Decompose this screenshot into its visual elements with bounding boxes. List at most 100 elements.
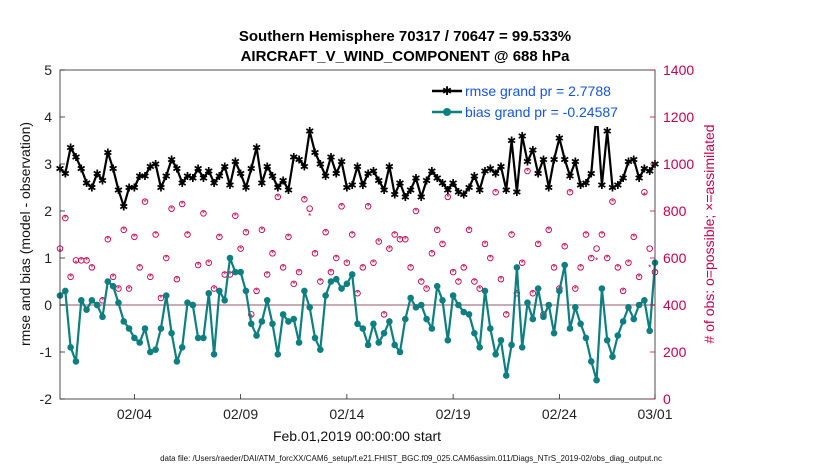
rmse-point: ✱	[422, 175, 431, 187]
obs-assimilated-point: *	[356, 289, 359, 298]
rmse-point: ✱	[167, 154, 176, 166]
obs-possible-point	[603, 254, 611, 262]
obs-possible-point	[306, 205, 313, 212]
obs-possible-point	[200, 210, 207, 217]
bias-point	[168, 329, 175, 337]
obs-assimilated-point: *	[420, 278, 423, 287]
obs-possible-point	[449, 268, 457, 276]
obs-assimilated-point: *	[452, 268, 455, 277]
obs-possible-point	[258, 226, 266, 234]
rmse-point: ✱	[61, 168, 70, 180]
obs-assimilated-point: *	[627, 259, 630, 268]
rmse-point: ✱	[247, 164, 256, 176]
obs-assimilated-point: *	[319, 278, 322, 287]
obs-assimilated-point: *	[298, 268, 301, 277]
rmse-point: ✱	[300, 161, 309, 173]
rmse-point: ✱	[124, 183, 133, 195]
obs-possible-point	[619, 287, 627, 295]
rmse-point: ✱	[332, 168, 341, 180]
obs-count-layer: * * * * * * * * * * * * * * * * * * * * * * * * * * * * * * * * * * * * * * * *…	[56, 167, 659, 322]
obs-assimilated-point: *	[335, 254, 338, 263]
obs-assimilated-point: *	[430, 250, 433, 259]
rmse-point: ✱	[549, 154, 558, 166]
bias-point	[609, 353, 616, 361]
obs-assimilated-point: *	[600, 231, 603, 240]
y-tick-label: 3	[44, 156, 52, 172]
bias-point	[62, 287, 69, 295]
obs-possible-point	[614, 264, 622, 271]
obs-possible-point	[115, 285, 122, 292]
obs-possible-point	[311, 250, 319, 257]
obs-assimilated-point: *	[478, 285, 481, 294]
obs-possible-point	[237, 245, 244, 252]
obs-possible-point	[295, 268, 303, 276]
bias-point	[301, 287, 308, 295]
y-tick-label: 5	[44, 62, 52, 78]
bias-point	[263, 297, 271, 304]
obs-assimilated-point: *	[106, 235, 109, 244]
rmse-point: ✱	[263, 161, 272, 173]
bias-point	[221, 297, 228, 304]
obs-possible-point	[577, 264, 584, 271]
bias-point	[237, 268, 244, 276]
bias-point	[189, 301, 197, 309]
rmse-point: ✱	[119, 201, 128, 213]
obs-assimilated-point: *	[393, 231, 396, 240]
bias-point	[115, 299, 122, 306]
obs-assimilated-point: *	[223, 271, 226, 280]
obs-possible-point	[588, 254, 595, 262]
obs-possible-point	[370, 259, 377, 266]
rmse-point: ✱	[576, 180, 585, 192]
obs-possible-point	[625, 259, 632, 266]
y-right-tick-label: 0	[663, 391, 671, 407]
obs-possible-point	[364, 203, 372, 210]
obs-possible-point	[386, 245, 393, 252]
obs-possible-point	[359, 264, 367, 271]
bias-point	[524, 299, 531, 306]
obs-assimilated-point: *	[324, 228, 327, 237]
obs-assimilated-point: *	[489, 254, 492, 263]
obs-possible-point	[317, 278, 324, 285]
rmse-point: ✱	[608, 183, 617, 195]
bias-point	[635, 301, 643, 309]
obs-possible-point	[242, 228, 250, 236]
y-axis-right-label: # of obs: o=possible; ×=assimilated	[701, 124, 717, 343]
rmse-point: ✱	[199, 173, 208, 185]
bias-point	[630, 315, 638, 323]
bias-point	[545, 301, 553, 309]
rmse-point: ✱	[194, 164, 203, 176]
obs-assimilated-point: *	[244, 228, 247, 237]
legend-label-rmse: rmse grand pr = 2.7788	[465, 83, 611, 99]
legend: ✱ rmse grand pr = 2.7788 bias grand pr =…	[428, 78, 646, 126]
bias-point	[513, 264, 521, 271]
rmse-point: ✱	[427, 166, 436, 178]
rmse-point: ✱	[82, 178, 91, 190]
obs-possible-point	[481, 240, 489, 248]
rmse-point: ✱	[337, 157, 346, 169]
rmse-point: ✱	[279, 175, 288, 187]
bias-point	[433, 282, 441, 290]
y-right-tick-label: 800	[663, 203, 687, 219]
bias-point	[226, 254, 234, 262]
legend-marker-rmse: ✱	[442, 84, 452, 98]
x-tick-label: 03/01	[637, 406, 672, 422]
obs-assimilated-point: *	[143, 198, 146, 207]
bias-point	[455, 301, 462, 309]
obs-possible-point	[290, 280, 298, 288]
rmse-point: ✱	[364, 168, 373, 180]
obs-possible-point	[518, 259, 526, 266]
bias-point	[625, 304, 632, 311]
legend-box	[428, 78, 646, 126]
obs-possible-point	[641, 188, 648, 196]
obs-assimilated-point: *	[425, 285, 428, 294]
rmse-point: ✱	[475, 185, 484, 197]
obs-assimilated-point: *	[197, 261, 200, 270]
bias-point	[391, 341, 398, 349]
bias-point	[285, 318, 292, 325]
bias-point	[109, 282, 117, 290]
bias-point	[492, 351, 499, 358]
obs-assimilated-point: *	[537, 240, 540, 249]
bias-point	[646, 327, 653, 335]
obs-possible-point	[433, 226, 441, 234]
obs-possible-point	[125, 285, 133, 292]
